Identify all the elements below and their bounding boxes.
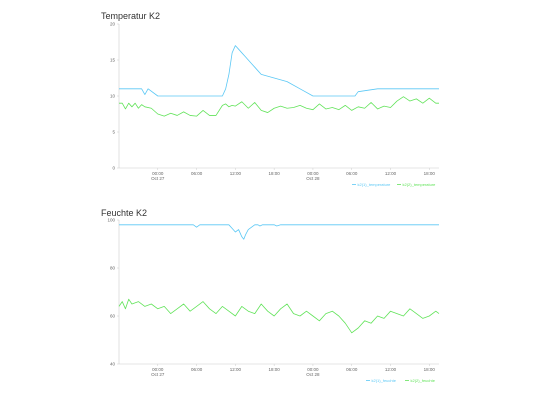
legend-label: k2(2)_feuchte xyxy=(411,378,436,383)
x-tick-label: 06:00 xyxy=(191,171,203,176)
x-tick-label: 12:00 xyxy=(385,171,397,176)
x-tick-sublabel: Oct 27 xyxy=(151,176,165,181)
x-tick-label: 18:00 xyxy=(424,367,436,372)
y-tick-label: 5 xyxy=(112,130,115,135)
y-tick-label: 15 xyxy=(110,58,116,63)
x-tick-label: 06:00 xyxy=(346,367,358,372)
legend-label: k2(1)_feuchte xyxy=(372,378,397,383)
x-tick-label: 00:00 xyxy=(152,367,164,372)
x-tick-label: 00:00 xyxy=(307,171,319,176)
chart-panel-humidity: Feuchte K2 40 60 80 100 00:00 Oct 27 06:00 12:0… xyxy=(0,200,550,412)
y-tick-label: 10 xyxy=(110,94,116,99)
series-line-k2(2)_temperature xyxy=(119,96,439,117)
x-tick-label: 00:00 xyxy=(152,171,164,176)
y-tick-label: 60 xyxy=(110,314,116,319)
y-tick-label: 40 xyxy=(110,362,116,367)
legend-label: k2(1)_temperature xyxy=(358,182,392,187)
x-tick-label: 06:00 xyxy=(346,171,358,176)
x-tick-label: 18:00 xyxy=(269,367,281,372)
x-tick-label: 12:00 xyxy=(230,367,242,372)
chart-title: Temperatur K2 xyxy=(101,11,161,21)
y-tick-label: 100 xyxy=(107,218,115,223)
x-tick-label: 06:00 xyxy=(191,367,203,372)
y-tick-label: 20 xyxy=(110,22,116,27)
x-tick-label: 12:00 xyxy=(385,367,397,372)
y-tick-label: 80 xyxy=(110,266,116,271)
series-line-k2(2)_feuchte xyxy=(118,298,440,334)
x-tick-sublabel: Oct 27 xyxy=(151,372,165,377)
legend-label: k2(2)_temperature xyxy=(403,182,437,187)
x-tick-label: 18:00 xyxy=(424,171,436,176)
series-line-k2(1)_feuchte xyxy=(119,224,439,240)
x-tick-label: 00:00 xyxy=(307,367,319,372)
series-line-k2(1)_temperature xyxy=(119,45,439,97)
x-tick-label: 18:00 xyxy=(269,171,281,176)
x-tick-sublabel: Oct 28 xyxy=(306,176,320,181)
chart-panel-temperature: Temperatur K2 0 5 10 15 20 00:00 Oct 27 06:00 12… xyxy=(0,0,550,200)
x-tick-sublabel: Oct 28 xyxy=(306,372,320,377)
chart-title: Feuchte K2 xyxy=(101,208,148,218)
y-tick-label: 0 xyxy=(112,166,115,171)
x-tick-label: 12:00 xyxy=(230,171,242,176)
